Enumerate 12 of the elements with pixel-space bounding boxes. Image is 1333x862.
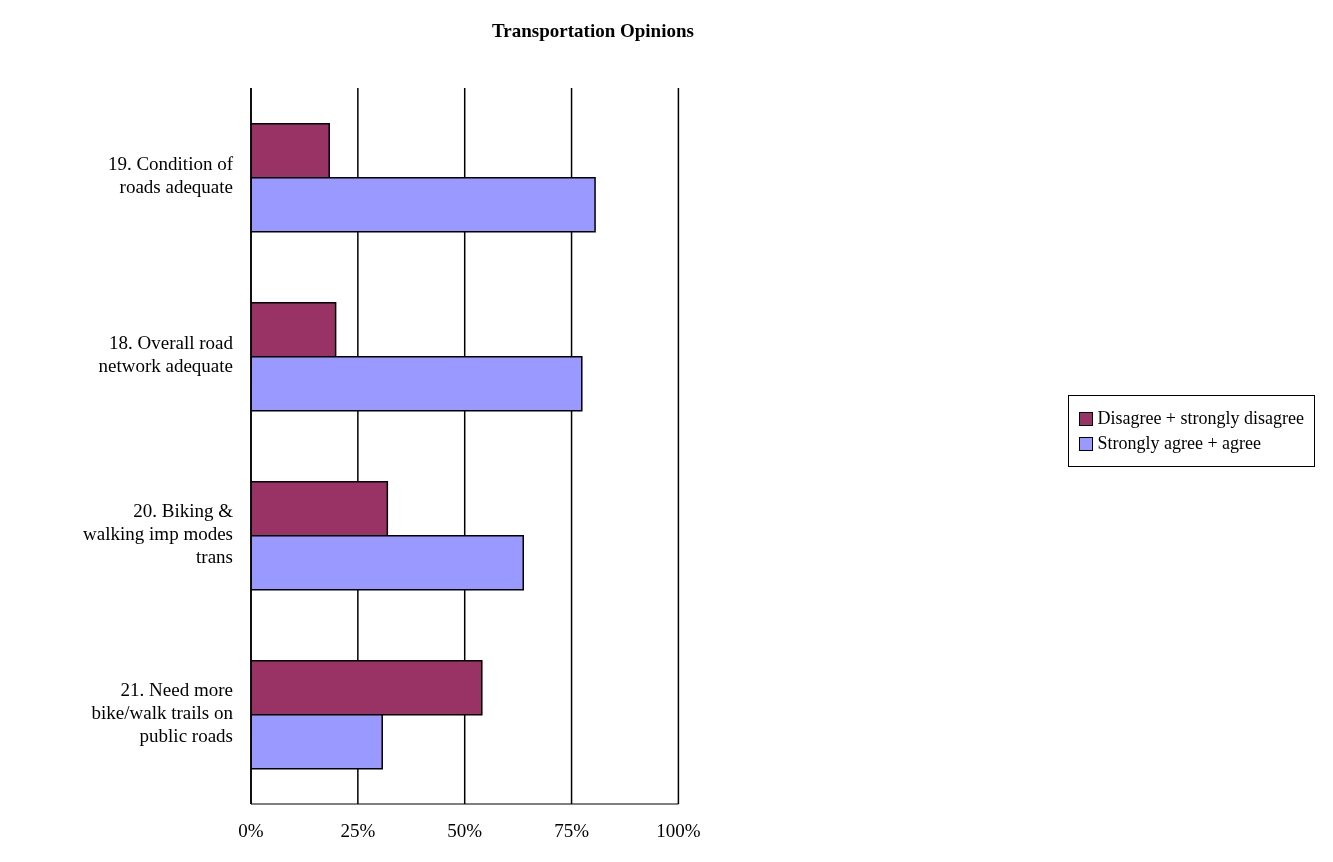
x-tick-label: 25%	[340, 820, 376, 842]
x-tick-label: 100%	[656, 820, 701, 842]
y-tick-label: 19. Condition of roads adequate	[107, 153, 234, 198]
legend-label: Strongly agree + agree	[1097, 433, 1261, 454]
y-tick-label: 21. Need more bike/walk trails on public roads	[91, 678, 234, 746]
x-tick-label: 75%	[554, 820, 590, 842]
chart-title: Transportation Opinions	[491, 20, 695, 42]
y-tick-label: 18. Overall road network adequate	[98, 332, 234, 377]
x-tick-label: 0%	[238, 820, 264, 842]
legend-label: Disagree + strongly disagree	[1097, 408, 1304, 429]
y-tick-label: 20. Biking & walking imp modes trans	[83, 499, 234, 567]
x-tick-label: 50%	[447, 820, 483, 842]
